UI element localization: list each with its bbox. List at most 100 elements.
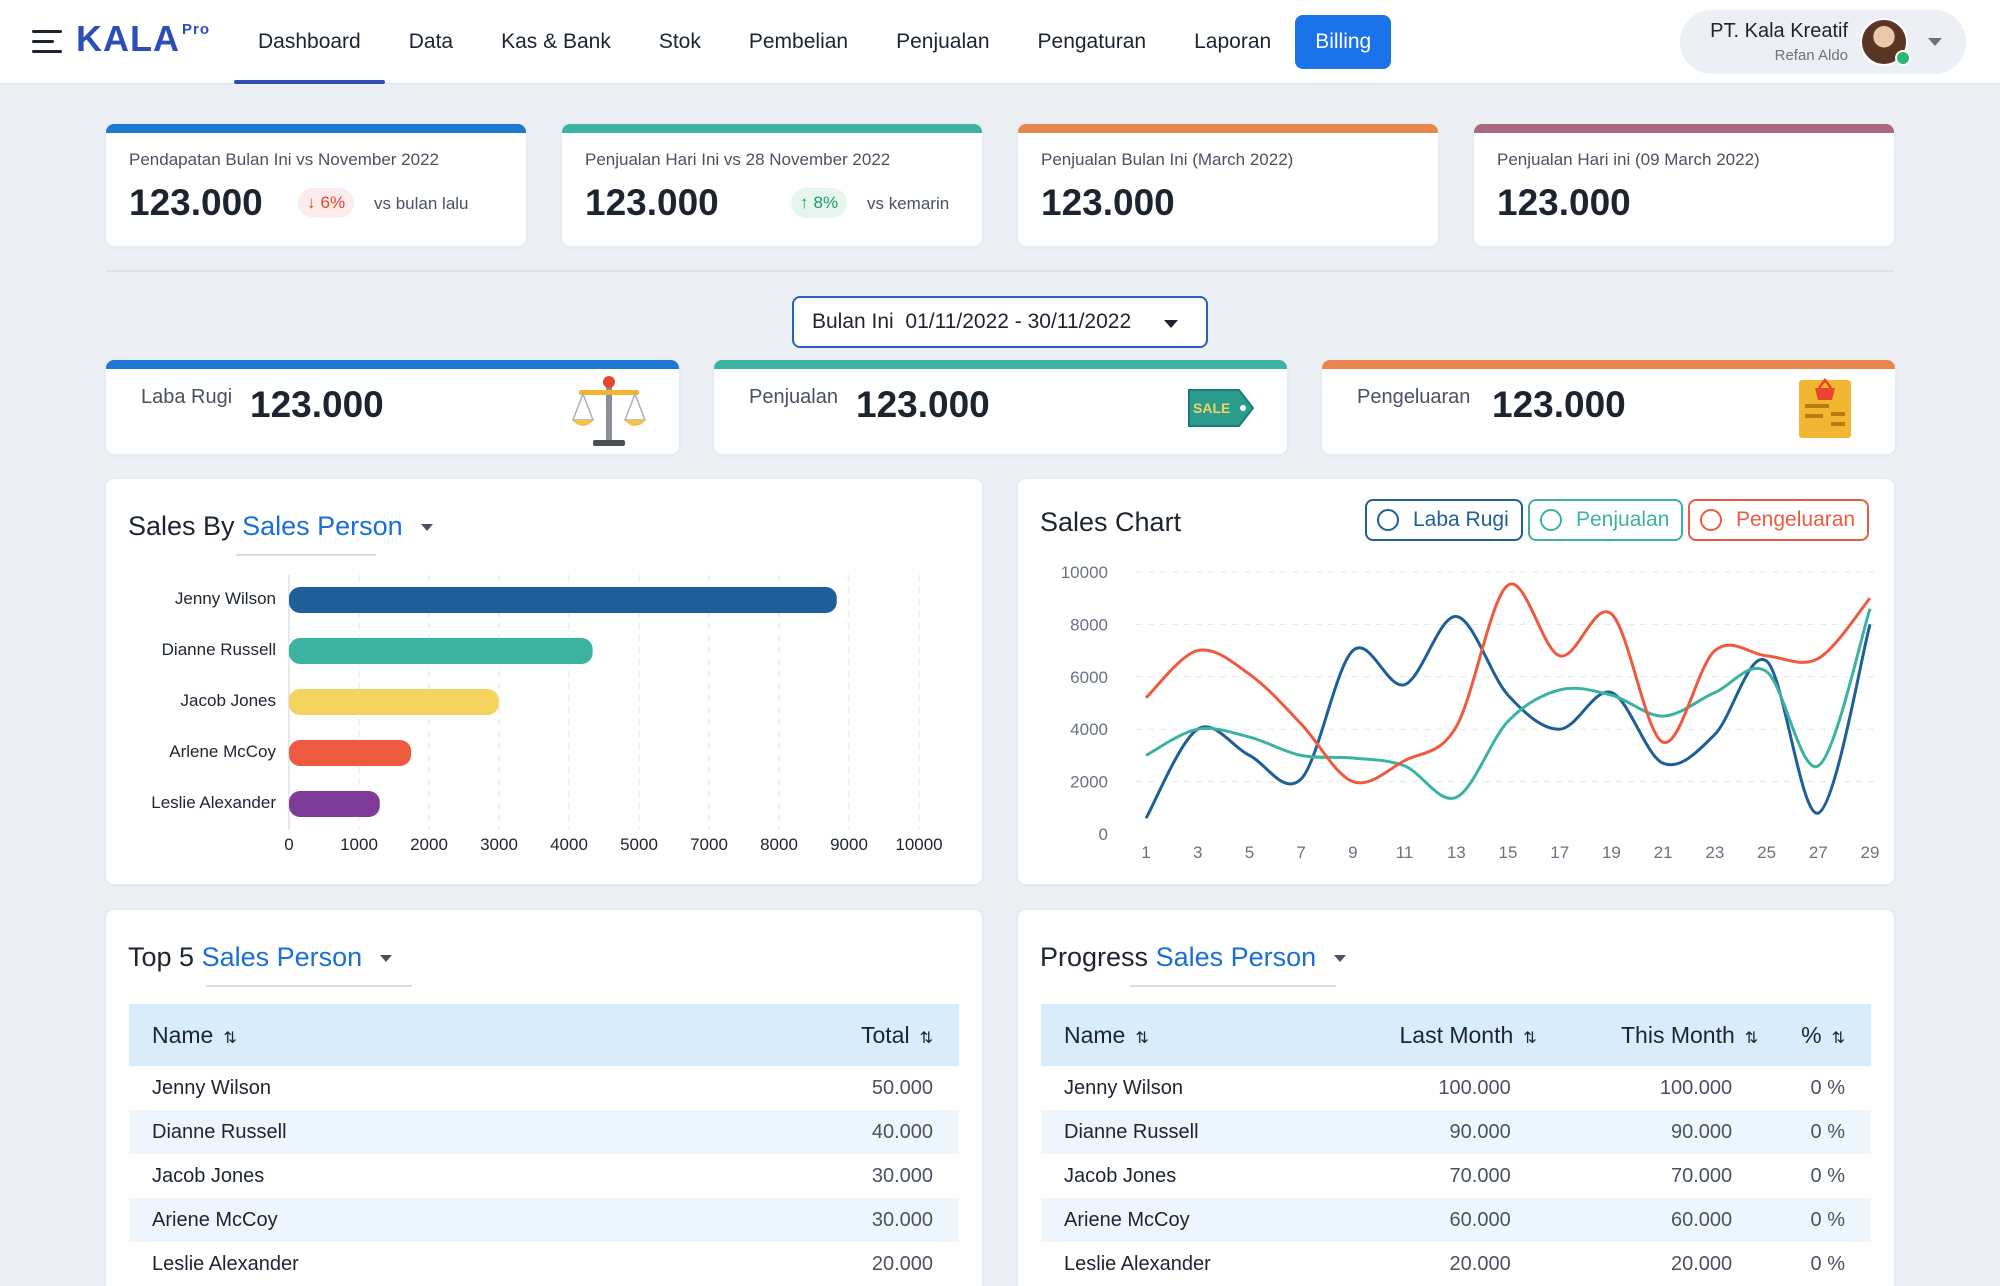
y-tick-label: 6000: [1070, 668, 1108, 687]
avatar[interactable]: [1860, 18, 1908, 66]
summary-accent-bar: [106, 360, 679, 369]
kpi-card-penjualan-hari-ini: Penjualan Hari ini (09 March 2022) 123.0…: [1474, 124, 1894, 246]
summary-label: Penjualan: [749, 386, 838, 408]
x-tick-label: 13: [1447, 843, 1466, 862]
table-row[interactable]: Dianne Russell 90.000 90.000 0 %: [1041, 1110, 1871, 1154]
series-line: [1144, 582, 1872, 785]
cell-total: 30.000: [655, 1198, 959, 1242]
table-row[interactable]: Jacob Jones 70.000 70.000 0 %: [1041, 1154, 1871, 1198]
x-tick-label: 25: [1757, 843, 1776, 862]
y-category-label: Arlene McCoy: [169, 742, 276, 761]
radio-ring-icon: [1377, 509, 1399, 531]
nav-billing-button[interactable]: Billing: [1295, 15, 1392, 69]
trend-up-badge: ↑ 8%: [791, 188, 848, 218]
x-tick-label: 21: [1654, 843, 1673, 862]
sales-chart-card: Sales Chart Laba Rugi Penjualan Pengelua…: [1018, 479, 1894, 884]
kpi-comparison: vs bulan lalu: [374, 194, 469, 213]
dropdown-underline: [206, 985, 412, 987]
sort-icon[interactable]: ⇅: [919, 1029, 933, 1047]
chevron-down-icon: [1334, 955, 1347, 963]
scale-icon: [569, 370, 649, 454]
bar: [289, 791, 380, 817]
x-tick-label: 2000: [410, 835, 448, 854]
chevron-down-icon[interactable]: [1928, 38, 1942, 46]
x-tick-label: 10000: [895, 835, 942, 854]
x-tick-label: 7000: [690, 835, 728, 854]
summary-value: 123.000: [250, 384, 384, 425]
section-divider: [106, 270, 1894, 272]
bar: [289, 638, 593, 664]
chevron-down-icon: [1164, 320, 1178, 328]
x-tick-label: 23: [1705, 843, 1724, 862]
sales-person-dropdown[interactable]: Sales Person: [1156, 942, 1347, 972]
cell-total: 30.000: [871, 1164, 933, 1187]
table-row[interactable]: Jenny Wilson 50.000: [129, 1066, 959, 1110]
table-row[interactable]: Ariene McCoy 60.000 60.000 0 %: [1041, 1198, 1871, 1242]
x-tick-label: 0: [284, 835, 293, 854]
column-header-percent[interactable]: % ⇅: [1758, 1004, 1871, 1066]
x-tick-label: 19: [1602, 843, 1621, 862]
column-header-last-month[interactable]: Last Month ⇅: [1315, 1004, 1537, 1066]
card-title: Sales Chart: [1040, 507, 1182, 537]
column-header-name[interactable]: Name ⇅: [129, 1004, 656, 1066]
x-tick-label: 29: [1861, 843, 1880, 862]
arrow-up-icon: ↑: [800, 193, 809, 212]
y-category-label: Jenny Wilson: [175, 589, 276, 608]
kpi-label: Penjualan Bulan Ini (March 2022): [1041, 150, 1294, 169]
sales-by-person-card: Sales By Sales Person 0 1000 2000 3000 4000 5…: [106, 479, 982, 884]
bar: [289, 689, 499, 715]
sort-icon[interactable]: ⇅: [1523, 1029, 1537, 1047]
table-row[interactable]: Leslie Alexander 20.000 20.000 0 %: [1041, 1242, 1871, 1286]
nav-kas-bank[interactable]: Kas & Bank: [501, 30, 611, 53]
cell-name: Jenny Wilson: [152, 1076, 271, 1099]
table-row[interactable]: Jacob Jones 30.000: [129, 1154, 959, 1198]
bar: [289, 740, 412, 766]
cell-this-month: 20.000: [1671, 1252, 1733, 1275]
nav-pembelian[interactable]: Pembelian: [748, 30, 849, 53]
sort-icon[interactable]: ⇅: [1744, 1029, 1759, 1047]
cell-total: 40.000: [655, 1110, 959, 1154]
date-range-select[interactable]: Bulan Ini 01/11/2022 - 30/11/2022: [792, 296, 1208, 348]
table-row[interactable]: Dianne Russell 40.000: [129, 1110, 959, 1154]
column-header-name[interactable]: Name ⇅: [1041, 1004, 1316, 1066]
nav-penjualan[interactable]: Penjualan: [896, 30, 990, 53]
kpi-value: 123.000: [1041, 182, 1175, 223]
column-header-total[interactable]: Total ⇅: [655, 1004, 959, 1066]
table-row[interactable]: Jenny Wilson 100.000 100.000 0 %: [1041, 1066, 1871, 1110]
column-header-this-month[interactable]: This Month ⇅: [1536, 1004, 1759, 1066]
nav-data[interactable]: Data: [408, 30, 454, 53]
sales-person-dropdown[interactable]: Sales Person: [202, 942, 393, 972]
summary-label: Pengeluaran: [1357, 386, 1471, 408]
nav-stok[interactable]: Stok: [658, 30, 701, 53]
top5-table: Name ⇅ Total ⇅ Jenny Wilson 50.000 Dianne R…: [129, 1004, 959, 1286]
legend-toggle-penjualan[interactable]: Penjualan: [1528, 499, 1684, 541]
progress-table: Name ⇅ Last Month ⇅ This Month ⇅ % ⇅ Jenny W…: [1041, 1004, 1871, 1286]
main-nav: Dashboard Data Kas & Bank Stok Pembelian…: [234, 0, 1392, 84]
kpi-card-penjualan-hari: Penjualan Hari Ini vs 28 November 2022 1…: [562, 124, 982, 246]
legend-toggle-pengeluaran[interactable]: Pengeluaran: [1688, 499, 1870, 541]
sort-icon[interactable]: ⇅: [1135, 1029, 1149, 1047]
y-tick-label: 10000: [1061, 563, 1108, 582]
sales-person-dropdown[interactable]: Sales Person: [242, 511, 433, 541]
radio-ring-icon: [1540, 509, 1562, 531]
cell-name: Dianne Russell: [1041, 1110, 1316, 1154]
hamburger-menu-icon[interactable]: [32, 30, 62, 54]
sort-icon[interactable]: ⇅: [223, 1029, 237, 1047]
nav-laporan[interactable]: Laporan: [1194, 30, 1272, 53]
table-row[interactable]: Ariene McCoy 30.000: [129, 1198, 959, 1242]
table-row[interactable]: Leslie Alexander 20.000: [129, 1242, 959, 1286]
sort-icon[interactable]: ⇅: [1831, 1029, 1845, 1047]
nav-pengaturan[interactable]: Pengaturan: [1037, 30, 1147, 53]
cell-total: 50.000: [871, 1076, 933, 1099]
x-tick-label: 27: [1809, 843, 1828, 862]
profile-menu[interactable]: PT. Kala Kreatif Refan Aldo: [1680, 10, 1966, 74]
app-logo[interactable]: KALA Pro: [76, 18, 210, 59]
x-tick-label: 8000: [760, 835, 798, 854]
x-tick-label: 5000: [620, 835, 658, 854]
y-tick-label: 2000: [1070, 773, 1108, 792]
card-title: Top 5 Sales Person: [128, 942, 393, 973]
x-tick-label: 3000: [480, 835, 518, 854]
nav-dashboard[interactable]: Dashboard: [234, 0, 385, 84]
y-category-label: Leslie Alexander: [151, 793, 276, 812]
legend-toggle-laba-rugi[interactable]: Laba Rugi: [1365, 499, 1523, 541]
